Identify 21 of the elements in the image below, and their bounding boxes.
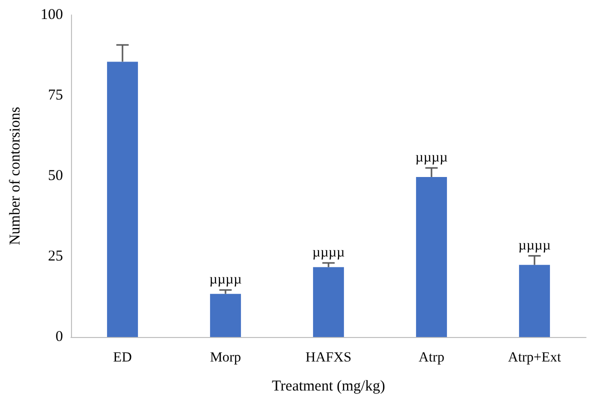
y-tick-label: 25 <box>48 248 63 264</box>
annotation: µµµµ <box>312 245 345 260</box>
x-tick-label: ED <box>113 350 132 366</box>
x-axis-title: Treatment (mg/kg) <box>272 378 386 394</box>
annotation: µµµµ <box>415 150 448 166</box>
y-tick-label: 50 <box>48 168 63 184</box>
annotation: µµµµ <box>518 238 551 254</box>
bar <box>519 264 550 337</box>
bar <box>107 62 138 337</box>
x-tick-label: Atrp+Ext <box>508 350 562 366</box>
y-tick-label: 100 <box>40 7 63 23</box>
y-tick-label: 75 <box>48 88 63 104</box>
x-tick-label: Morp <box>210 350 242 366</box>
annotation: µµµµ <box>209 272 242 288</box>
y-tick-label: 0 <box>56 329 63 345</box>
x-tick-label: HAFXS <box>306 350 352 366</box>
bar <box>210 294 241 337</box>
bar <box>313 267 344 337</box>
x-tick-label: Atrp <box>418 350 444 366</box>
bar <box>416 176 447 337</box>
y-axis-title: Number of contorsions <box>8 106 24 246</box>
